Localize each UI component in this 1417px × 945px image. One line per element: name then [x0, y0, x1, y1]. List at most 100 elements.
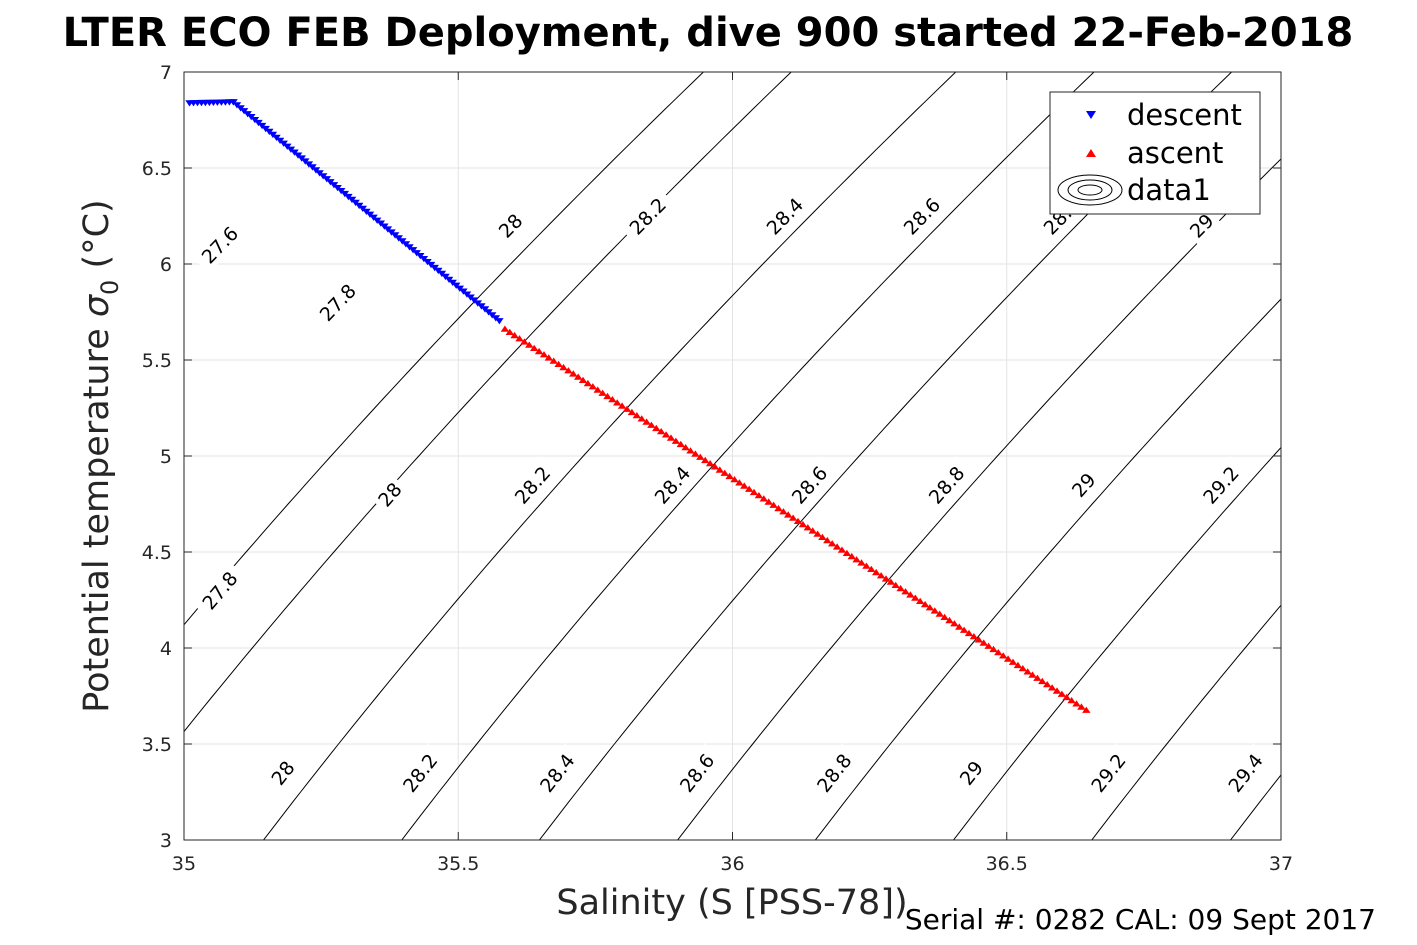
point-ascent	[1008, 658, 1018, 665]
x-tick-label: 36.5	[986, 853, 1028, 875]
point-ascent	[964, 629, 974, 637]
point-ascent	[832, 543, 842, 550]
point-ascent	[950, 620, 959, 627]
point-ascent	[901, 588, 910, 595]
point-ascent	[661, 431, 671, 438]
point-ascent	[681, 444, 690, 451]
point-ascent	[642, 418, 651, 425]
point-ascent	[539, 351, 549, 358]
point-ascent	[749, 488, 759, 496]
point-ascent	[847, 552, 856, 560]
point-ascent	[862, 562, 871, 569]
contour-label-bg	[1181, 205, 1222, 246]
point-ascent	[657, 428, 666, 435]
point-ascent	[969, 633, 979, 640]
point-ascent	[574, 373, 583, 380]
point-descent	[185, 100, 194, 107]
legend-contour-label: data1	[1127, 173, 1211, 207]
x-axis-ticks: 35 35.5 36 36.5 37	[172, 72, 1293, 875]
point-ascent	[891, 581, 900, 588]
point-ascent	[1038, 677, 1047, 685]
point-ascent	[764, 498, 773, 505]
point-ascent	[788, 514, 798, 521]
contour-label-bg	[619, 187, 676, 245]
point-ascent	[686, 447, 695, 454]
point-descent	[495, 318, 504, 325]
isopycnal-line	[1091, 604, 1281, 840]
isopycnal-line	[184, 72, 705, 626]
point-ascent	[520, 338, 529, 345]
point-ascent	[925, 604, 935, 611]
point-ascent	[715, 466, 724, 473]
point-ascent	[842, 549, 852, 556]
point-ascent	[613, 399, 622, 406]
point-ascent	[510, 331, 519, 339]
point-ascent	[955, 623, 964, 630]
y-axis-label-subscript: 0	[96, 280, 124, 295]
data-series	[185, 99, 1091, 713]
legend-contour-icon	[1057, 174, 1123, 206]
point-ascent	[559, 363, 568, 371]
legend: descent ascent data1	[1049, 91, 1261, 215]
y-axis-ticks: 3 3.5 4 4.5 5 5.5 6 6.5 7	[142, 62, 1281, 852]
point-ascent	[530, 344, 539, 351]
point-ascent	[564, 367, 573, 374]
contour-label-bg	[504, 455, 560, 514]
point-ascent	[999, 652, 1008, 659]
point-ascent	[1077, 703, 1086, 710]
point-ascent	[740, 482, 749, 489]
legend-ascent-marker	[1086, 149, 1096, 157]
point-ascent	[505, 328, 514, 335]
contour-label-bg	[756, 187, 813, 245]
contour-label-group: 28	[370, 474, 410, 515]
point-ascent	[959, 626, 969, 633]
point-ascent	[544, 354, 553, 361]
isopycnal-line	[184, 72, 792, 733]
contour-label-bg	[263, 752, 303, 793]
point-ascent	[534, 347, 544, 355]
point-ascent	[1003, 655, 1013, 662]
point-ascent	[637, 415, 646, 422]
point-ascent	[632, 412, 641, 419]
contour-label-bg	[370, 474, 410, 515]
y-axis-label-text: Potential temperature	[77, 328, 117, 712]
contour-label-bg	[1218, 743, 1273, 803]
point-ascent	[549, 357, 558, 364]
serial-cal-footer: Serial #: 0282 CAL: 09 Sept 2017	[905, 903, 1376, 936]
point-ascent	[881, 575, 891, 582]
point-ascent	[676, 440, 685, 448]
point-ascent	[603, 392, 612, 400]
point-ascent	[896, 584, 905, 592]
point-ascent	[745, 485, 754, 492]
y-axis-label: Potential temperature σ0 (°C)	[77, 199, 124, 712]
point-ascent	[994, 649, 1003, 656]
contour-label-bg	[951, 752, 991, 793]
point-ascent	[774, 504, 783, 512]
contour-label-bg	[1063, 464, 1104, 505]
point-ascent	[588, 383, 597, 390]
point-ascent	[500, 325, 510, 332]
legend-descent-marker	[1086, 111, 1096, 119]
point-ascent	[608, 396, 617, 403]
x-axis-label: Salinity (S [PSS-78])	[556, 883, 907, 923]
point-ascent	[823, 536, 832, 544]
y-tick-label: 3.5	[142, 734, 172, 756]
point-ascent	[837, 546, 847, 553]
point-ascent	[617, 402, 627, 409]
point-ascent	[720, 469, 729, 476]
point-ascent	[916, 597, 925, 604]
point-ascent	[735, 479, 744, 486]
contour-label-bg	[490, 205, 531, 246]
point-ascent	[1013, 661, 1023, 669]
point-ascent	[1018, 665, 1027, 672]
y-axis-label-unit: (°C)	[77, 199, 117, 268]
point-ascent	[798, 520, 808, 528]
point-ascent	[666, 434, 676, 441]
point-ascent	[598, 389, 607, 396]
y-tick-label: 6.5	[142, 158, 172, 180]
point-ascent	[872, 568, 881, 576]
point-ascent	[705, 460, 715, 467]
point-ascent	[945, 616, 954, 624]
point-ascent	[886, 578, 896, 585]
